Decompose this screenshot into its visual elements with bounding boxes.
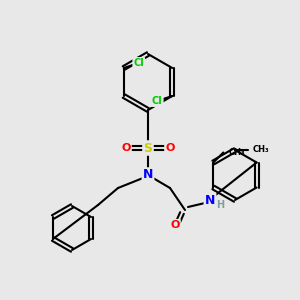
Text: N: N — [143, 169, 153, 182]
Text: N: N — [205, 194, 215, 206]
Text: CH₃: CH₃ — [253, 146, 270, 154]
Text: O: O — [165, 143, 175, 153]
Text: Cl: Cl — [134, 58, 144, 68]
Text: O: O — [121, 143, 131, 153]
Text: CH₃: CH₃ — [228, 148, 245, 157]
Text: O: O — [170, 220, 180, 230]
Text: S: S — [143, 142, 152, 154]
Text: Cl: Cl — [152, 96, 163, 106]
Text: H: H — [216, 200, 224, 210]
